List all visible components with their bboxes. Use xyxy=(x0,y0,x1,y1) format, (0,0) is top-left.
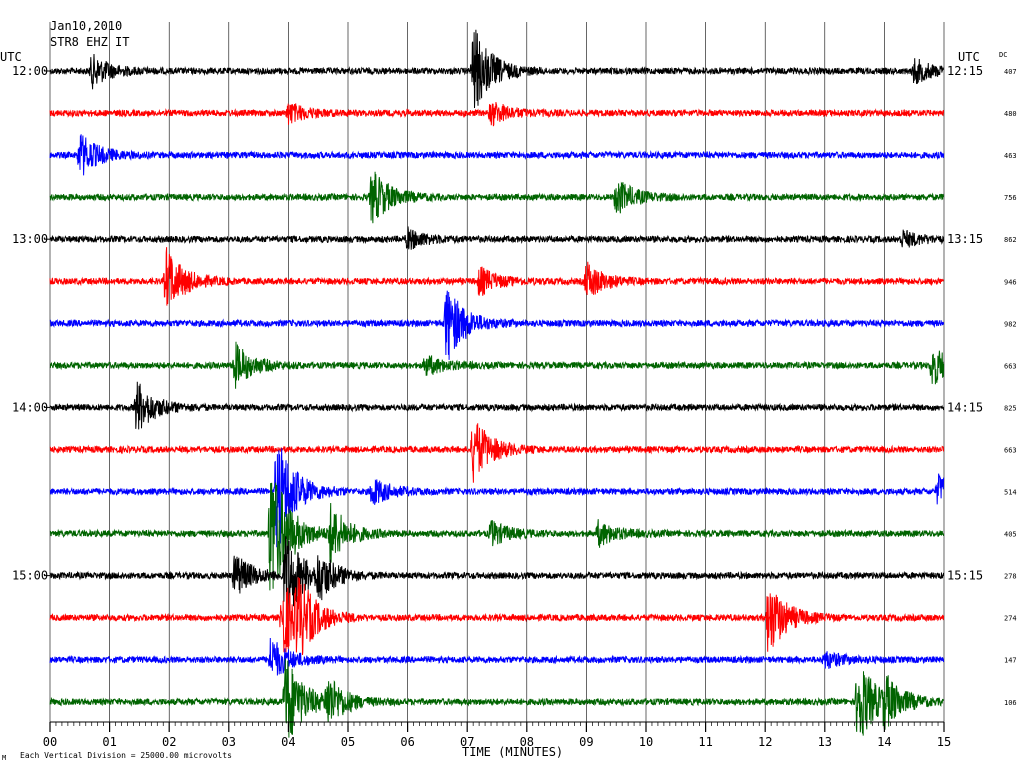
dc-offset-value: 982 xyxy=(1004,320,1017,328)
x-tick-label: 12 xyxy=(758,735,772,749)
trace-row xyxy=(49,577,945,656)
chart-date: Jan10,2010 xyxy=(50,19,122,33)
right-hour-label: 12:15 xyxy=(947,64,983,78)
x-tick-label: 07 xyxy=(460,735,474,749)
x-tick-label: 10 xyxy=(639,735,653,749)
left-hour-label: 12:00 xyxy=(12,64,48,78)
trace-row xyxy=(49,381,945,430)
dc-offset-value: 825 xyxy=(1004,404,1017,412)
dc-offset-value: 147 xyxy=(1004,657,1017,665)
trace-row xyxy=(49,658,945,738)
trace-row xyxy=(49,290,945,360)
x-tick-label: 05 xyxy=(341,735,355,749)
dc-offset-value: 106 xyxy=(1004,699,1017,707)
trace-row xyxy=(49,341,945,389)
dc-offset-value: 946 xyxy=(1004,278,1017,286)
trace-row xyxy=(49,171,945,224)
left-hour-label: 13:00 xyxy=(12,232,48,246)
dc-offset-value: 756 xyxy=(1004,194,1017,202)
x-tick-label: 13 xyxy=(818,735,832,749)
trace-row xyxy=(49,101,945,127)
left-hour-label: 15:00 xyxy=(12,569,48,583)
x-tick-label: 02 xyxy=(162,735,176,749)
dc-offset-value: 407 xyxy=(1004,68,1017,76)
chart-station: STR8 EHZ IT xyxy=(50,35,129,49)
right-hour-label: 14:15 xyxy=(947,400,983,414)
left-hour-label: 14:00 xyxy=(12,400,48,414)
scale-note: Each Vertical Division = 25000.00 microv… xyxy=(20,751,232,760)
x-axis-title: TIME (MINUTES) xyxy=(462,745,563,759)
traces xyxy=(49,29,945,738)
x-tick-label: 15 xyxy=(937,735,951,749)
trace-row xyxy=(49,226,945,250)
dc-offset-value: 663 xyxy=(1004,446,1017,454)
x-tick-label: 06 xyxy=(400,735,414,749)
dc-offset-value: 274 xyxy=(1004,615,1017,623)
grid xyxy=(49,22,945,722)
corner-mark: M xyxy=(2,754,6,762)
dc-offset-value: 480 xyxy=(1004,110,1017,118)
dc-offset-value: 862 xyxy=(1004,236,1017,244)
x-tick-label: 09 xyxy=(579,735,593,749)
right-timezone-label: UTC xyxy=(958,50,980,64)
dc-offset-value: 278 xyxy=(1004,573,1017,581)
trace-row xyxy=(49,448,945,548)
x-tick-label: 11 xyxy=(698,735,712,749)
dc-offset-value: 405 xyxy=(1004,531,1017,539)
x-tick-label: 04 xyxy=(281,735,295,749)
trace-row xyxy=(49,423,945,483)
x-tick-label: 08 xyxy=(520,735,534,749)
dc-offset-value: 463 xyxy=(1004,152,1017,160)
trace-row xyxy=(49,134,945,176)
x-tick-label: 14 xyxy=(877,735,891,749)
trace-row xyxy=(49,482,945,591)
x-tick-label: 00 xyxy=(43,735,57,749)
x-tick-label: 03 xyxy=(222,735,236,749)
trace-row xyxy=(49,247,944,306)
trace-row xyxy=(49,536,945,611)
left-timezone-label: UTC xyxy=(0,50,22,64)
row-labels: 12:00 13:00 14:00 15:00 12:15 13:15 14:15 15:15… xyxy=(12,64,1017,707)
dc-offset-value: 514 xyxy=(1004,489,1017,497)
trace-row xyxy=(49,637,945,676)
right-hour-label: 15:15 xyxy=(947,569,983,583)
dc-offset-value: 663 xyxy=(1004,362,1017,370)
x-axis: 00 01 02 03 04 05 06 07 08 09 10 11 12 13 14 15 xyxy=(43,721,951,749)
trace-row xyxy=(49,29,945,109)
dc-header-label: DC xyxy=(999,51,1007,59)
x-tick-label: 01 xyxy=(102,735,116,749)
right-hour-label: 13:15 xyxy=(947,232,983,246)
